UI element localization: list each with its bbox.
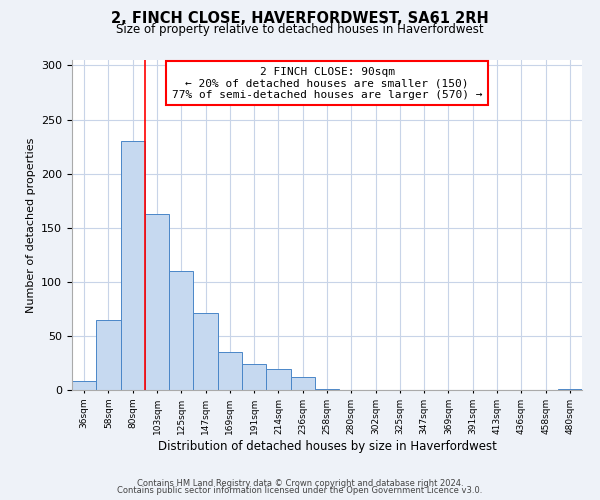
Bar <box>558 389 582 390</box>
Bar <box>290 377 315 390</box>
Bar <box>145 214 169 390</box>
Bar <box>242 364 266 390</box>
Text: Contains public sector information licensed under the Open Government Licence v3: Contains public sector information licen… <box>118 486 482 495</box>
Text: 2 FINCH CLOSE: 90sqm
← 20% of detached houses are smaller (150)
77% of semi-deta: 2 FINCH CLOSE: 90sqm ← 20% of detached h… <box>172 66 482 100</box>
Bar <box>169 271 193 390</box>
Text: Size of property relative to detached houses in Haverfordwest: Size of property relative to detached ho… <box>116 22 484 36</box>
Text: 2, FINCH CLOSE, HAVERFORDWEST, SA61 2RH: 2, FINCH CLOSE, HAVERFORDWEST, SA61 2RH <box>111 11 489 26</box>
Bar <box>96 320 121 390</box>
Bar <box>266 370 290 390</box>
Bar <box>121 141 145 390</box>
X-axis label: Distribution of detached houses by size in Haverfordwest: Distribution of detached houses by size … <box>158 440 496 452</box>
Bar <box>72 382 96 390</box>
Bar <box>218 352 242 390</box>
Bar <box>315 389 339 390</box>
Y-axis label: Number of detached properties: Number of detached properties <box>26 138 35 312</box>
Text: Contains HM Land Registry data © Crown copyright and database right 2024.: Contains HM Land Registry data © Crown c… <box>137 478 463 488</box>
Bar <box>193 313 218 390</box>
